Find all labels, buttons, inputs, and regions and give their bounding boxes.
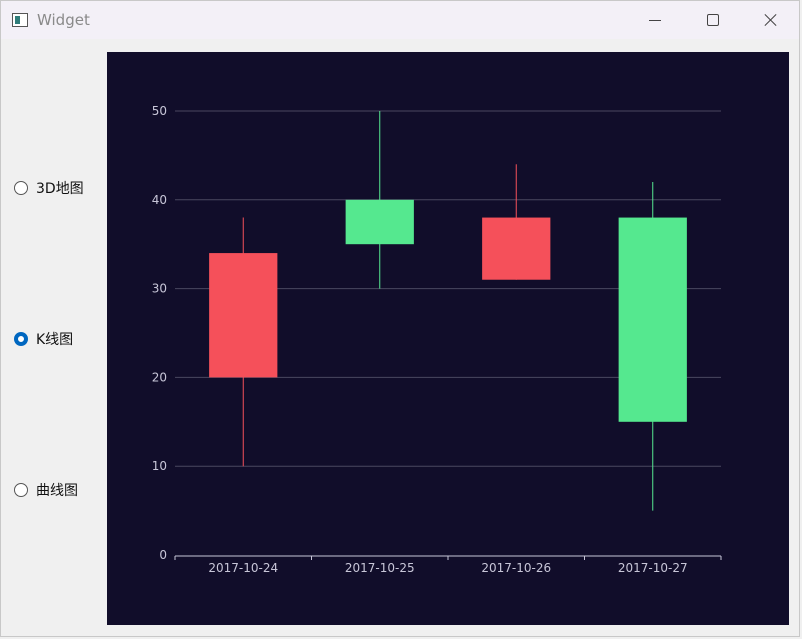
radio-button-3d-map[interactable] <box>14 181 28 195</box>
y-tick-label: 40 <box>152 193 167 207</box>
candle-body <box>482 217 551 280</box>
candlestick-chart: 0 10 20 30 40 50 2017-10-24 2017-10-25 2017-10-2… <box>152 104 722 575</box>
y-tick-label: 20 <box>152 370 167 384</box>
y-tick-label: 50 <box>152 104 167 118</box>
close-icon <box>764 13 778 27</box>
minimize-button[interactable] <box>626 1 684 39</box>
y-tick-label: 0 <box>159 548 167 562</box>
x-tick-label: 2017-10-27 <box>618 561 688 575</box>
radio-option-curve[interactable]: 曲线图 <box>14 480 78 500</box>
close-button[interactable] <box>742 1 800 39</box>
radio-label-kline: K线图 <box>36 332 74 348</box>
x-tick-label: 2017-10-24 <box>208 561 278 575</box>
chart-panel: 0 10 20 30 40 50 2017-10-24 2017-10-25 2017-10-2… <box>107 52 789 625</box>
radio-label-3d-map: 3D地图 <box>36 181 84 197</box>
minimize-icon <box>649 19 661 21</box>
maximize-button[interactable] <box>684 1 742 39</box>
y-tick-label: 10 <box>152 459 167 473</box>
radio-button-curve[interactable] <box>14 483 28 497</box>
candle-body <box>209 253 278 378</box>
candle-body <box>345 199 414 245</box>
radio-label-curve: 曲线图 <box>36 483 78 499</box>
radio-button-kline[interactable] <box>14 332 28 346</box>
title-bar[interactable]: Widget <box>1 1 799 39</box>
x-tick-label: 2017-10-26 <box>481 561 551 575</box>
y-tick-label: 30 <box>152 282 167 296</box>
candle-body <box>618 217 687 422</box>
maximize-icon <box>707 14 719 26</box>
window-title: Widget <box>37 11 90 29</box>
window-app-icon <box>12 13 28 27</box>
radio-option-3d-map[interactable]: 3D地图 <box>14 178 84 198</box>
radio-option-kline[interactable]: K线图 <box>14 329 73 349</box>
x-tick-label: 2017-10-25 <box>345 561 415 575</box>
